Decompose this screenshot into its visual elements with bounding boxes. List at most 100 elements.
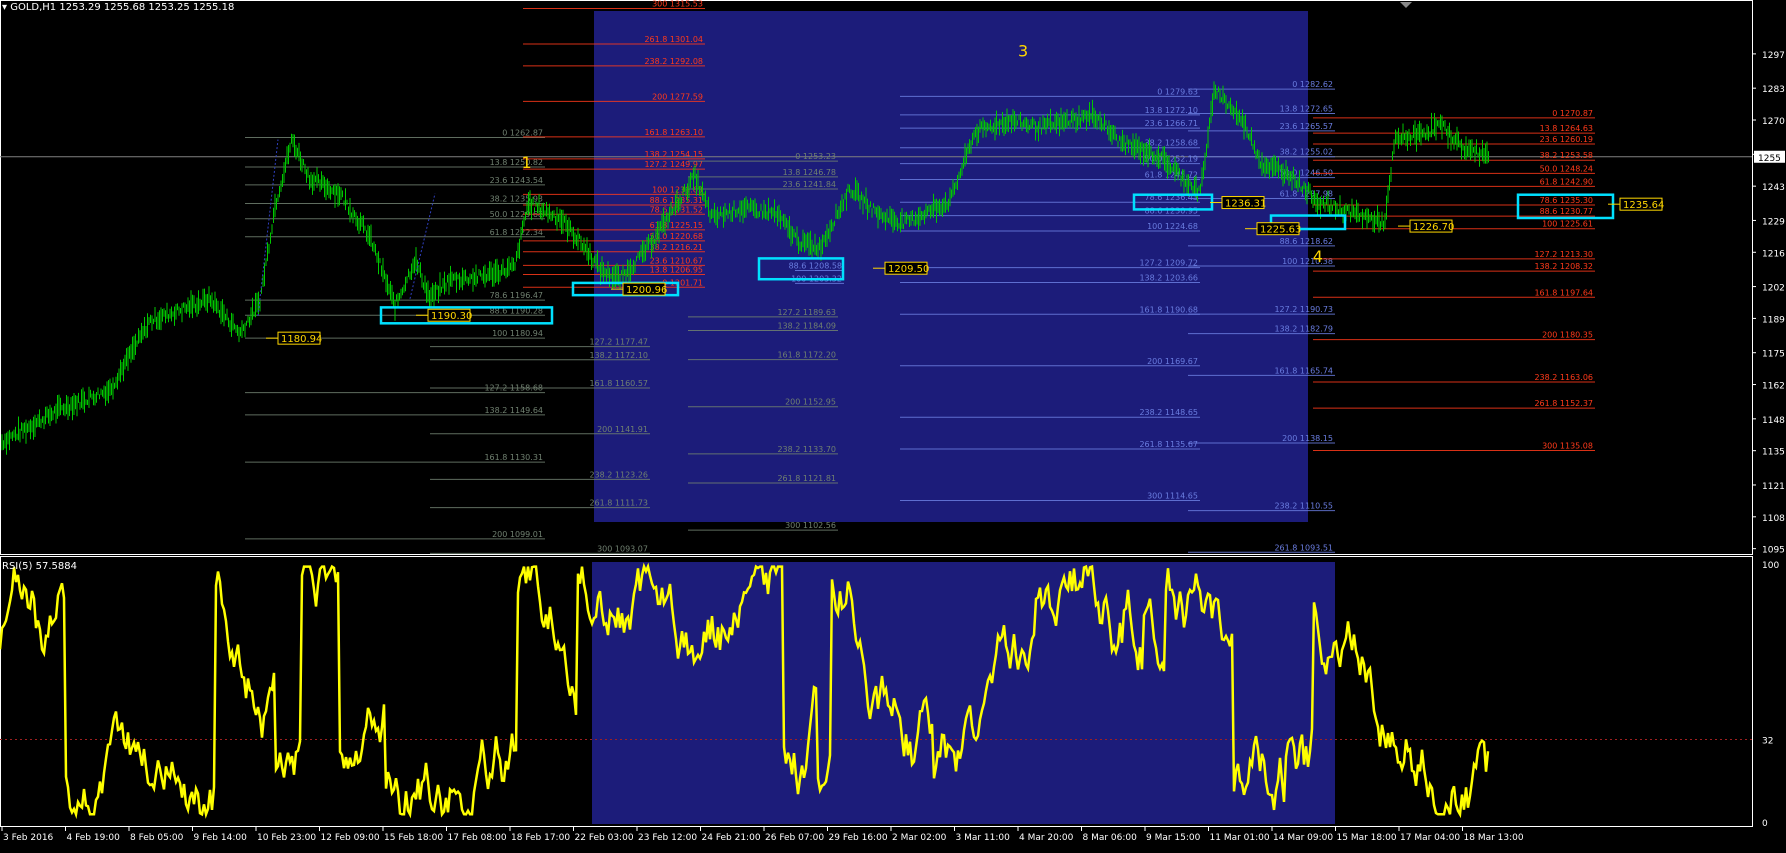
price-tick-label: 1189 <box>1762 315 1785 325</box>
fib-level-label: 61.8 1225.15 <box>650 221 703 230</box>
fib-level-label: 100 1180.94 <box>492 329 543 338</box>
fib-level-label: 23.6 1265.57 <box>1280 122 1333 131</box>
fib-level-label: 78.6 1196.47 <box>490 291 543 300</box>
price-tick-label: 1229 <box>1762 217 1785 227</box>
time-tick-label: 10 Feb 23:00 <box>257 833 316 843</box>
time-tick-label: 3 Feb 2016 <box>3 833 54 843</box>
fib-level-label: 78.6 1236.43 <box>1145 193 1198 202</box>
fib-level-label: 200 1099.01 <box>492 530 543 539</box>
fib-level-label: 138.2 1172.10 <box>589 351 648 360</box>
price-tag-box <box>1409 219 1453 233</box>
symbol-menu-icon[interactable]: ▾ <box>2 2 8 13</box>
scroll-marker-icon <box>1400 2 1412 8</box>
fib-level-label: 127.2 1213.30 <box>1534 250 1593 259</box>
price-tick-label: 1216 <box>1762 249 1785 259</box>
rsi-frame <box>0 556 1753 827</box>
fib-level-label: 138.2 1254.15 <box>644 150 703 159</box>
price-tag-box <box>1619 197 1663 211</box>
time-tick-label: 24 Feb 21:00 <box>702 833 761 843</box>
fib-level-label: 61.8 1245.72 <box>1145 170 1198 179</box>
fib-level-label: 13.8 1272.65 <box>1280 105 1333 114</box>
time-tick-label: 8 Feb 05:00 <box>130 833 184 843</box>
trendline <box>257 139 279 317</box>
price-tag-box <box>1256 222 1300 236</box>
fib-level-label: 61.8 1242.90 <box>1540 177 1593 186</box>
fib-level-label: 138.2 1149.64 <box>484 406 543 415</box>
fib-level-label: 200 1169.67 <box>1147 357 1198 366</box>
fib-level-label: 238.2 1110.55 <box>1274 502 1333 511</box>
price-tick-label: 1135 <box>1762 448 1785 458</box>
current-price-tag-bg <box>1754 150 1785 163</box>
fib-level-label: 200 1141.91 <box>597 425 648 434</box>
fib-level-label: 23.6 1260.19 <box>1540 135 1593 144</box>
fib-level-label: 38.2 1255.02 <box>1280 148 1333 157</box>
fib-level-label: 238.2 1163.06 <box>1534 373 1593 382</box>
candle-series <box>1 81 1489 455</box>
fib-level-label: 23.6 1266.71 <box>1145 119 1198 128</box>
price-tick-label: 1095 <box>1762 546 1785 556</box>
price-tag-label: 1200.96 <box>626 285 667 296</box>
price-tag-label: 1235.64 <box>1623 200 1664 211</box>
wave-label: 4 <box>1313 247 1323 266</box>
rsi-shaded-zone <box>592 562 1335 824</box>
price-tag-label: 1225.63 <box>1260 225 1301 236</box>
fib-level-label: 300 1114.65 <box>1147 492 1198 501</box>
time-tick-label: 4 Feb 19:00 <box>67 833 121 843</box>
fib-level-label: 88.6 1190.28 <box>490 306 543 315</box>
fib-level-label: 161.8 1190.68 <box>1139 305 1198 314</box>
fib-level-label: 38.2 1253.58 <box>1540 151 1593 160</box>
fib-level-label: 127.2 1189.63 <box>777 308 836 317</box>
price-tick-label: 1121 <box>1762 482 1785 492</box>
fib-level-label: 138.2 1203.66 <box>1139 274 1198 283</box>
fib-level-label: 200 1152.95 <box>785 398 836 407</box>
current-price-tag: 1255 <box>1758 154 1781 164</box>
chart-frame <box>0 0 1753 555</box>
fib-level-label: 161.8 1263.10 <box>644 128 703 137</box>
fib-level-label: 100 1210.38 <box>1282 257 1333 266</box>
rsi-line <box>0 562 1490 820</box>
time-tick-label: 26 Feb 07:00 <box>765 833 824 843</box>
price-chart-canvas[interactable]: 1297128312701256124312291216120211891175… <box>0 0 1786 556</box>
highlight-box <box>1516 193 1615 220</box>
fib-level-label: 261.8 1121.81 <box>777 474 836 483</box>
fib-level-label: 50.0 1246.50 <box>1280 169 1333 178</box>
fib-level-label: 238.2 1148.65 <box>1139 408 1198 417</box>
fib-level-label: 23.6 1210.67 <box>650 256 703 265</box>
fib-level-label: 161.8 1130.31 <box>484 453 543 462</box>
time-tick-label: 17 Mar 04:00 <box>1400 833 1460 843</box>
price-chart[interactable]: 1297128312701256124312291216120211891175… <box>0 0 1786 556</box>
fib-level-label: 138.2 1182.79 <box>1274 325 1333 334</box>
time-tick-label: 15 Feb 18:00 <box>384 833 443 843</box>
fib-level-label: 88.6 1208.58 <box>789 261 842 270</box>
price-tag-label: 1209.50 <box>888 264 929 275</box>
fib-level-label: 127.2 1190.73 <box>1274 305 1333 314</box>
wave-label: 1 <box>522 153 532 172</box>
rsi-canvas[interactable]: 100 32 0 3 Feb 2016 4 Feb 19:00 8 Feb 05:00 9 … <box>0 556 1786 849</box>
fib-level-label: 261.8 1093.51 <box>1274 543 1333 552</box>
time-tick-label: 15 Mar 18:00 <box>1337 833 1397 843</box>
fib-level-label: 261.8 1301.04 <box>644 35 703 44</box>
price-tick-label: 1283 <box>1762 85 1785 95</box>
fib-level-label: 127.2 1249.97 <box>644 160 703 169</box>
rsi-indicator-window[interactable]: 100 32 0 3 Feb 2016 4 Feb 19:00 8 Feb 05:00 9 … <box>0 556 1786 849</box>
time-tick-label: 18 Mar 13:00 <box>1464 833 1524 843</box>
fib-level-label: 238.2 1292.08 <box>644 57 703 66</box>
fib-level-label: 88.6 1230.95 <box>1145 207 1198 216</box>
price-tag-label: 1180.94 <box>281 334 322 345</box>
time-tick-label: 8 Mar 06:00 <box>1083 833 1138 843</box>
time-tick-label: 14 Mar 09:00 <box>1273 833 1333 843</box>
fib-level-label: 300 1135.08 <box>1542 441 1593 450</box>
price-tag-label: 1226.70 <box>1413 222 1454 233</box>
fib-level-label: 0 1282.62 <box>1292 80 1333 89</box>
fib-level-label: 0 1201.71 <box>662 278 703 287</box>
rsi-axis-label: 32 <box>1762 736 1773 746</box>
fib-level-label: 0 1279.63 <box>1157 87 1198 96</box>
time-tick-label: 17 Feb 08:00 <box>448 833 507 843</box>
fib-level-label: 100 1224.68 <box>1147 222 1198 231</box>
wave-label: 3 <box>1018 41 1028 60</box>
fib-level-label: 61.8 1237.98 <box>1280 189 1333 198</box>
fib-level-label: 100 1225.61 <box>1542 220 1593 229</box>
fib-level-label: 127.2 1209.72 <box>1139 259 1198 268</box>
fib-level-label: 261.8 1111.73 <box>589 499 648 508</box>
fib-level-label: 13.8 1250.82 <box>490 158 543 167</box>
